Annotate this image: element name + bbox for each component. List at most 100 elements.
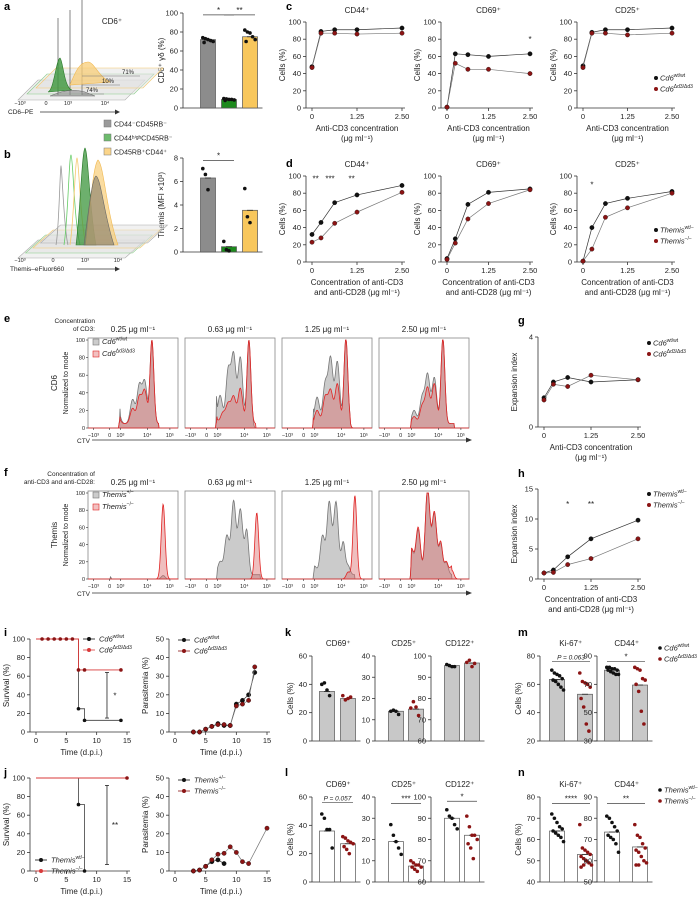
- data-point: [614, 672, 618, 677]
- data-point: [559, 685, 563, 689]
- data-point: [579, 696, 583, 701]
- x-tick-label: 0: [205, 433, 208, 439]
- legend-superscript: −/−: [678, 500, 685, 506]
- legend-item: Cd6Δd3/Δd3: [660, 84, 693, 94]
- data-point: [197, 729, 202, 735]
- data-point: [227, 723, 233, 728]
- x-tick-label: −10³: [14, 258, 25, 264]
- data-point: [589, 863, 594, 867]
- x-tick-label: 10³: [116, 433, 124, 439]
- y-tick-label: 20: [79, 560, 85, 566]
- significance-mark: ***: [401, 794, 410, 803]
- data-point: [541, 570, 547, 576]
- legend-name: Cd6: [664, 644, 679, 653]
- row-label: of CD3:: [73, 326, 95, 333]
- y-tick-label: 60: [299, 652, 307, 661]
- panel-letter: f: [4, 467, 8, 479]
- data-point: [191, 729, 196, 735]
- chart-k_cd122: 60 70 80 90 100 CD122⁺: [413, 639, 485, 746]
- y-tick-label: 90: [584, 793, 592, 802]
- data-point: [605, 665, 609, 670]
- data-point: [634, 863, 638, 867]
- x-tick-label: 10³: [64, 101, 72, 107]
- y-axis-label: Cells (%): [549, 48, 558, 81]
- y-tick-label: 40: [527, 878, 535, 887]
- x-tick-label: 10⁵: [360, 583, 368, 590]
- x-axis-label: Anti-CD3 concentration: [550, 443, 633, 452]
- data-point: [565, 562, 571, 567]
- data-point: [467, 824, 472, 829]
- legend-superscript: wt/wt: [674, 73, 686, 79]
- y-tick-label: 60: [418, 737, 426, 746]
- chart-j_surv: 0 20 40 60 80 100 0 5 10 15 Survival (%) Time (d.p.…: [2, 774, 131, 897]
- data-point: [616, 672, 621, 677]
- data-point: [556, 833, 561, 838]
- x-tick-label: 2.50: [523, 266, 538, 275]
- row-label: Concentration of: [47, 471, 95, 478]
- legend-marker: [654, 228, 658, 232]
- x-tick-label: −10³: [282, 584, 293, 590]
- data-point: [223, 98, 227, 103]
- data-point: [244, 39, 248, 44]
- y-tick-label: 20: [17, 709, 25, 718]
- data-point: [527, 187, 533, 193]
- data-point: [486, 54, 491, 59]
- data-point: [201, 166, 205, 171]
- y-tick-label: 20: [428, 240, 436, 249]
- x-tick-label: 10⁴: [434, 583, 443, 590]
- data-point: [318, 220, 324, 225]
- legend-name: Cd6: [99, 635, 114, 644]
- data-point: [614, 841, 618, 846]
- data-point: [560, 827, 564, 831]
- y-tick-label: 5: [529, 545, 533, 554]
- data-point: [587, 861, 591, 865]
- data-point: [343, 836, 348, 840]
- data-point: [330, 846, 335, 850]
- x-tick-label: 0: [581, 266, 585, 275]
- y-tick-label: 20: [79, 408, 85, 414]
- x-axis-label: Time (d.p.i.): [60, 748, 103, 757]
- data-point: [399, 25, 405, 31]
- y-tick-label: 80: [564, 189, 572, 198]
- bar: [464, 662, 480, 742]
- data-point: [465, 216, 471, 222]
- y-tick-label: 10: [362, 856, 370, 865]
- x-tick-label: 0: [173, 736, 177, 745]
- legend-marker: [87, 648, 91, 652]
- legend-swatch: [92, 350, 100, 358]
- y-tick-label: 60: [584, 856, 592, 865]
- y-tick-label: 100: [12, 774, 25, 783]
- x-tick-label: −10³: [88, 433, 99, 439]
- histogram-knockout: [88, 503, 179, 580]
- y-axis-label: Cells (%): [278, 48, 287, 81]
- legend-swatch: [92, 503, 100, 511]
- data-point: [215, 857, 221, 863]
- legend-name: Cd6: [653, 350, 668, 359]
- chart-d_cd25: 0 20 40 60 80 100 0 1.25 2.50 CD25⁺ Cells (%) Conce…: [549, 160, 694, 297]
- data-point: [565, 375, 571, 380]
- y-axis-label: Themis (MFI ×10³): [157, 172, 166, 238]
- legend-marker: [658, 799, 662, 803]
- legend-superscript: +/−: [219, 775, 226, 781]
- panel-letter: i: [4, 627, 7, 639]
- chart-title: CD25⁺: [615, 160, 640, 169]
- significance-mark: *: [113, 691, 116, 700]
- x-tick-label: 0: [445, 266, 449, 275]
- data-point: [409, 706, 413, 710]
- x-tick-label: 15: [123, 875, 131, 884]
- x-tick-label: 10³: [407, 584, 415, 590]
- data-point: [465, 202, 471, 207]
- y-axis-label: Cells (%): [413, 48, 422, 81]
- y-tick-label: 40: [293, 223, 301, 232]
- y-axis-label: Cells (%): [278, 202, 287, 235]
- data-point: [206, 187, 210, 192]
- data-point: [221, 722, 227, 727]
- y-tick-label: 40: [362, 652, 370, 661]
- y-tick-label: 80: [293, 189, 301, 198]
- data-point: [465, 660, 469, 665]
- panel-letter: n: [518, 767, 525, 779]
- histogram-knockout: [185, 339, 275, 429]
- y-tick-label: 0: [160, 728, 164, 737]
